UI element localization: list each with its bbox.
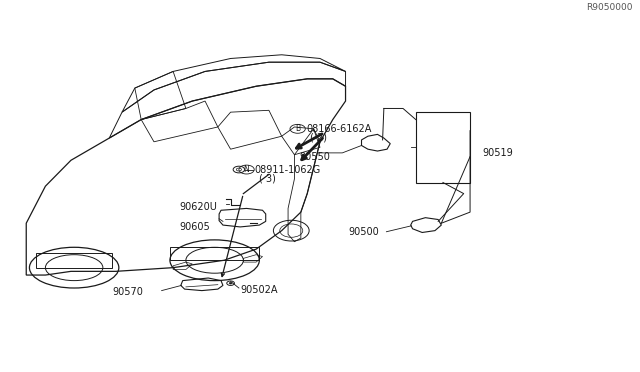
Circle shape — [229, 282, 232, 284]
Text: B: B — [295, 124, 300, 133]
Text: 90620U: 90620U — [179, 202, 218, 212]
Bar — [416, 112, 470, 183]
Text: 90500: 90500 — [349, 228, 380, 237]
Text: 90502A: 90502A — [240, 285, 278, 295]
Text: ( 2): ( 2) — [310, 132, 327, 142]
Text: ( 3): ( 3) — [259, 173, 276, 183]
Text: R9050000: R9050000 — [586, 3, 633, 12]
Text: 90550: 90550 — [300, 152, 330, 162]
Text: 90570: 90570 — [113, 287, 143, 297]
Text: 90519: 90519 — [483, 148, 513, 158]
Text: 08911-1062G: 08911-1062G — [255, 164, 321, 174]
Text: 90605: 90605 — [179, 222, 211, 232]
Text: 08166-6162A: 08166-6162A — [306, 124, 371, 134]
Text: N: N — [244, 165, 250, 174]
